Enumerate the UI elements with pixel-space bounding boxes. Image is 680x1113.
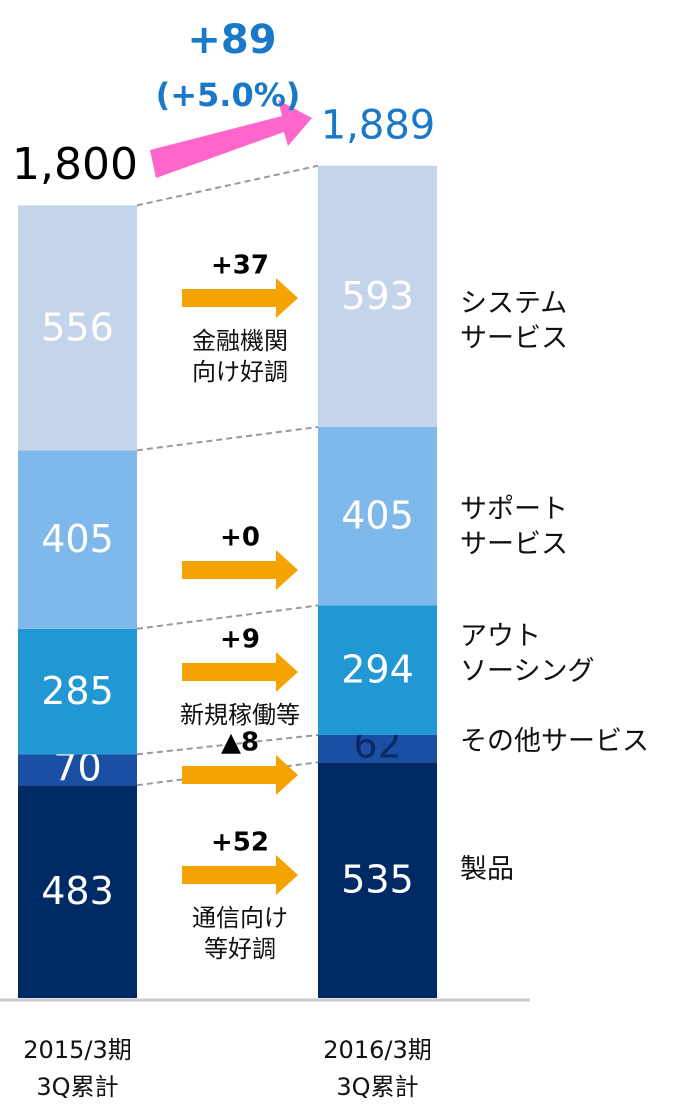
bar-segment bbox=[318, 165, 437, 427]
value-label: 405 bbox=[41, 517, 114, 561]
total-change: +89 bbox=[187, 17, 276, 63]
legend-label: その他サービス bbox=[460, 726, 649, 757]
value-label: 556 bbox=[41, 305, 114, 349]
value-label: 294 bbox=[341, 648, 414, 692]
annotation: 通信向け 等好調 bbox=[192, 904, 288, 964]
bar-segment bbox=[18, 754, 137, 786]
connector bbox=[136, 604, 319, 630]
annotation: 新規稼働等 bbox=[180, 701, 300, 729]
change-arrow bbox=[182, 755, 298, 795]
change-label: +0 bbox=[220, 523, 260, 553]
total-label: 1,889 bbox=[321, 103, 436, 149]
connector bbox=[136, 164, 319, 207]
total-label: 1,800 bbox=[12, 139, 138, 190]
change-arrow bbox=[182, 855, 298, 895]
change-arrow bbox=[182, 278, 298, 318]
value-label: 593 bbox=[341, 274, 414, 318]
bar-segment bbox=[18, 450, 137, 629]
annotation: 金融機関 向け好調 bbox=[192, 327, 288, 387]
x-tick-label: 2016/3期 3Q累計 bbox=[323, 1036, 432, 1102]
value-label: 483 bbox=[41, 869, 114, 913]
bar-segment bbox=[318, 605, 437, 735]
bar-segment bbox=[318, 426, 437, 606]
total-change-arrow bbox=[150, 100, 312, 178]
bar-segment bbox=[318, 762, 437, 998]
change-arrow bbox=[182, 550, 298, 590]
change-arrow bbox=[182, 652, 298, 692]
legend-label: サポート サービス bbox=[460, 494, 568, 561]
change-label: +9 bbox=[220, 625, 260, 655]
legend-label: アウト ソーシング bbox=[460, 621, 595, 688]
legend-label: 製品 bbox=[460, 854, 514, 885]
change-label: ▲8 bbox=[221, 728, 259, 758]
value-label: 285 bbox=[41, 669, 114, 713]
bar-segment bbox=[318, 734, 437, 763]
connector bbox=[136, 733, 319, 756]
connector bbox=[136, 425, 319, 452]
change-label: +37 bbox=[211, 251, 269, 281]
total-change-pct: (+5.0%) bbox=[156, 76, 301, 114]
bar-segment bbox=[18, 785, 137, 998]
legend-label: システム サービス bbox=[460, 288, 568, 355]
value-label: 535 bbox=[341, 858, 414, 902]
x-tick-label: 2015/3期 3Q累計 bbox=[23, 1036, 132, 1102]
bar-segment bbox=[18, 628, 137, 755]
change-label: +52 bbox=[211, 828, 269, 858]
bar-segment bbox=[18, 205, 137, 451]
value-label: 405 bbox=[341, 494, 414, 538]
